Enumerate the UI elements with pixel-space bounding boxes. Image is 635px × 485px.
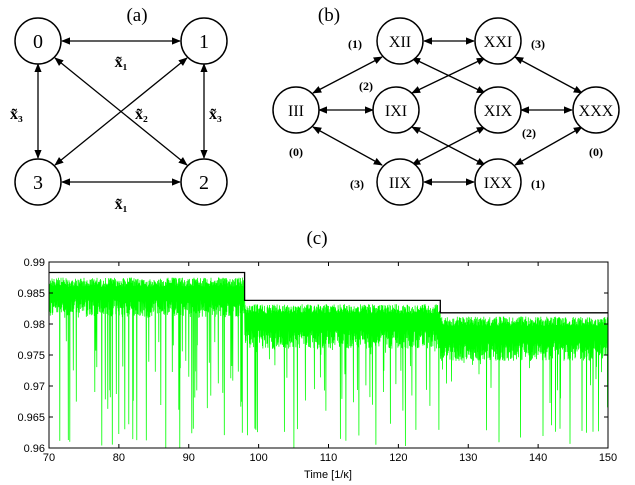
edge-XIX-IIX — [411, 126, 486, 166]
node-XIX — [474, 86, 522, 134]
x-tick-label: 140 — [529, 452, 547, 464]
parity-XXI: (3) — [531, 37, 545, 51]
x-tick-label: 130 — [459, 452, 477, 464]
parity-IIX: (3) — [350, 177, 364, 191]
parity-III: (0) — [289, 145, 303, 159]
panel-b-label: (b) — [318, 5, 340, 26]
node-XII-label: XII — [389, 34, 411, 51]
edge-label-right: x̃₃ — [209, 106, 222, 123]
y-tick-label: 0.985 — [17, 288, 45, 300]
node-1-label: 1 — [199, 31, 209, 53]
node-3 — [14, 158, 62, 206]
node-XXX — [572, 86, 620, 134]
edge-label-top: x̃₁ — [115, 54, 128, 71]
node-III — [272, 86, 320, 134]
edge-XXI-XXX — [514, 56, 583, 94]
node-0-label: 0 — [33, 31, 43, 53]
node-IXI-label: IXI — [385, 103, 407, 120]
panel-a: (a) 0 1 3 2 x̃₁ x̃₁ x̃₃ x̃₃ x̃₂ — [10, 5, 228, 213]
x-tick-label: 150 — [599, 452, 617, 464]
parity-XXX: (0) — [589, 145, 603, 159]
node-IIX — [376, 158, 424, 206]
x-tick-label: 100 — [249, 452, 267, 464]
x-tick-label: 110 — [320, 452, 338, 464]
green-trace-layer — [48, 277, 609, 449]
parity-IXI: (2) — [359, 79, 373, 93]
y-tick-label: 0.98 — [24, 319, 45, 331]
node-IIX-label: IIX — [389, 175, 412, 192]
node-0 — [14, 17, 62, 65]
axis-ticks: 70 80 90 100 110 120 130 140 150 0.96 0.965 0.97 0.9… — [17, 257, 617, 464]
node-XXX-label: XXX — [579, 103, 614, 120]
node-IXX-label: IXX — [484, 175, 513, 192]
node-2 — [180, 158, 228, 206]
panel-a-label: (a) — [126, 5, 147, 26]
parity-XIX: (2) — [522, 126, 536, 140]
node-3-label: 3 — [33, 172, 43, 194]
y-tick-label: 0.965 — [17, 412, 45, 424]
panel-c-chart: 70 80 90 100 110 120 130 140 150 0.96 0.965 0.97 0.9… — [17, 257, 617, 481]
edge-1-3 — [54, 57, 188, 166]
node-XIX-label: XIX — [484, 103, 513, 120]
x-tick-label: 80 — [113, 452, 125, 464]
node-2-label: 2 — [199, 172, 209, 194]
node-IXX — [474, 158, 522, 206]
panel-c-label: (c) — [306, 228, 327, 249]
x-axis-label: Time [1/κ] — [304, 469, 352, 481]
node-IXI — [372, 86, 420, 134]
parity-XII: (1) — [348, 37, 362, 51]
edge-label-bottom: x̃₁ — [115, 196, 128, 213]
x-tick-label: 90 — [183, 452, 195, 464]
y-tick-label: 0.99 — [24, 257, 45, 269]
node-XII — [376, 17, 424, 65]
edge-IXX-XXX — [514, 126, 583, 166]
envelope-line — [49, 271, 608, 314]
y-tick-label: 0.96 — [24, 443, 45, 455]
panel-b: (b) XII XXI III IXI XIX XXX IIX IXX (1) … — [272, 5, 620, 206]
node-1 — [180, 17, 228, 65]
y-tick-label: 0.975 — [17, 350, 45, 362]
edge-label-left: x̃₃ — [10, 106, 23, 123]
parity-IXX: (1) — [531, 177, 545, 191]
x-tick-label: 70 — [43, 452, 55, 464]
edge-III-XII — [312, 56, 383, 94]
edge-XXI-IXI — [411, 57, 486, 94]
edge-III-IIX — [312, 126, 383, 166]
edge-label-diagonal: x̃₂ — [135, 106, 148, 123]
x-tick-label: 120 — [389, 452, 407, 464]
envelope-layer — [49, 271, 608, 314]
fidelity-trace — [48, 277, 609, 449]
node-XXI — [474, 17, 522, 65]
node-III-label: III — [288, 103, 304, 120]
y-tick-label: 0.97 — [24, 381, 45, 393]
node-XXI-label: XXI — [484, 34, 512, 51]
